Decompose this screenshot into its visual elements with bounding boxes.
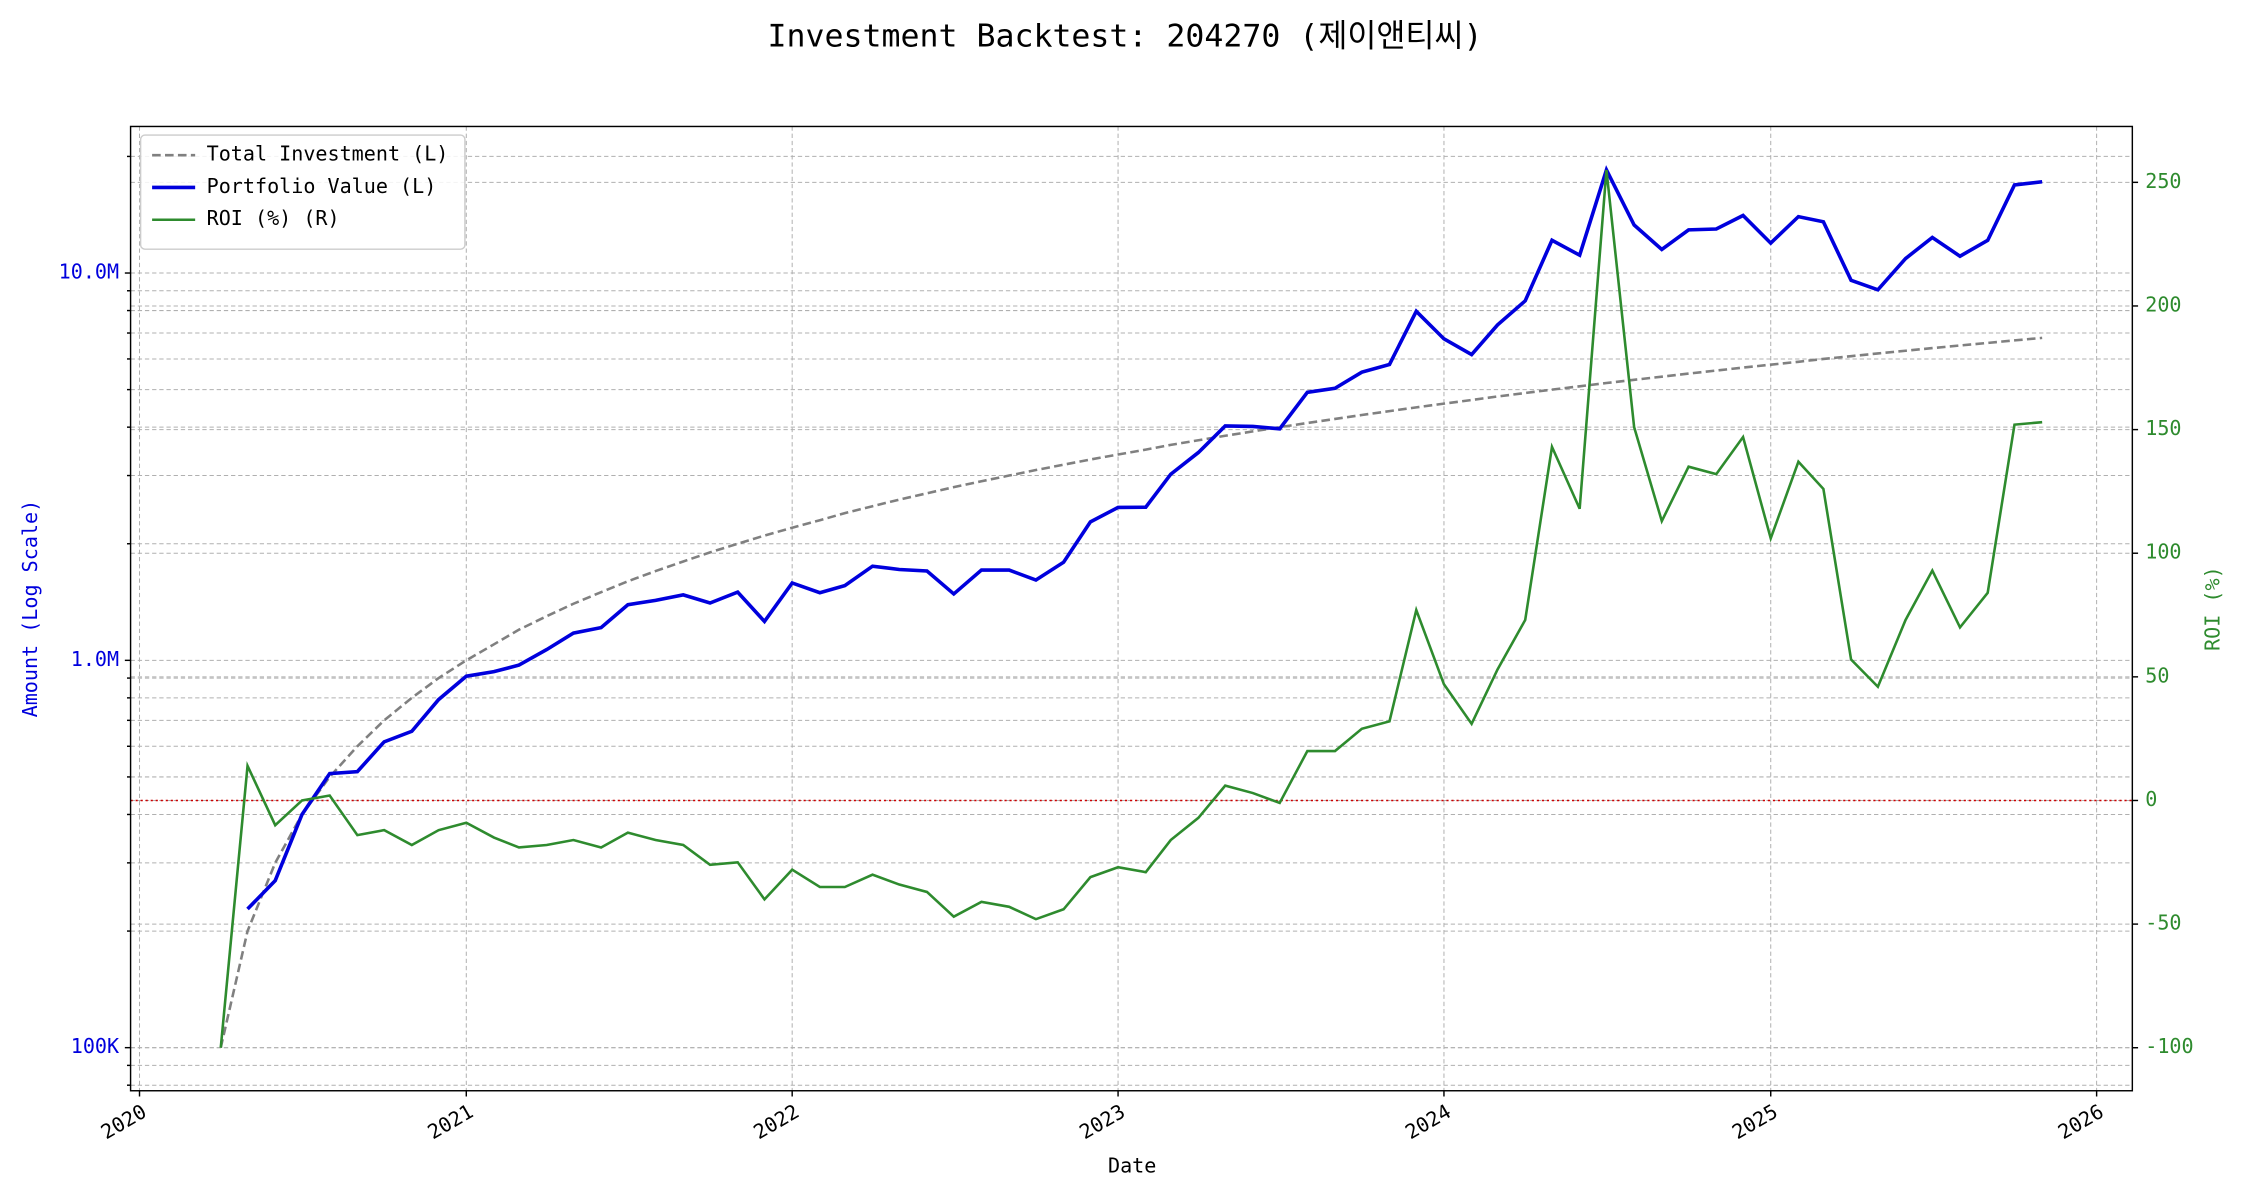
legend-box (139, 134, 466, 250)
series-line (246, 165, 2043, 911)
x-tick-label: 2022 (749, 1099, 803, 1144)
y2-tick-label: 200 (2145, 292, 2181, 316)
x-tick-label: 2021 (423, 1099, 477, 1144)
y2-tick-label: 100 (2145, 540, 2181, 564)
x-tick-label: 2024 (1401, 1099, 1455, 1144)
x-axis-label: Date (1108, 1153, 1156, 1177)
legend-label: Portfolio Value (L) (207, 174, 437, 198)
y2-tick-label: 0 (2145, 787, 2157, 811)
x-tick-label: 2020 (97, 1099, 151, 1144)
y2-tick-label: -100 (2145, 1034, 2193, 1058)
y2-tick-label: -50 (2145, 911, 2181, 935)
x-tick-label: 2023 (1075, 1099, 1129, 1144)
y2-axis-label: ROI (%) (2201, 566, 2225, 651)
plot-frame (129, 125, 2134, 1092)
legend-label: ROI (%) (R) (207, 206, 340, 230)
y-tick-label: 100K (71, 1034, 120, 1058)
x-tick-label: 2025 (1728, 1099, 1782, 1144)
y-tick-label: 1.0M (71, 647, 119, 671)
series-line (219, 336, 2043, 1048)
legend-label: Total Investment (L) (207, 142, 449, 166)
y2-tick-label: 250 (2145, 169, 2181, 193)
y2-tick-label: 150 (2145, 416, 2181, 440)
series-line (219, 169, 2043, 1048)
chart-title: Investment Backtest: 204270 (제이앤티씨) (768, 18, 1483, 54)
y-axis-label: Amount (Log Scale) (18, 500, 42, 718)
y2-tick-label: 50 (2145, 663, 2169, 687)
x-tick-label: 2026 (2054, 1099, 2108, 1144)
y-tick-label: 10.0M (59, 260, 119, 284)
